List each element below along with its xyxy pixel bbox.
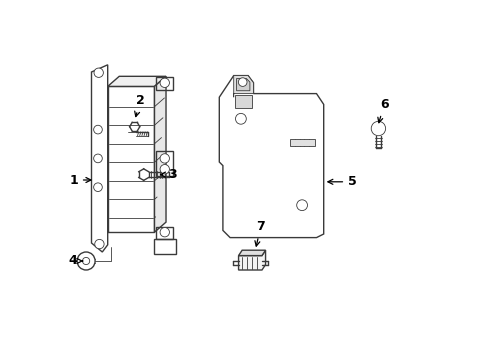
Polygon shape bbox=[238, 250, 265, 256]
Circle shape bbox=[160, 165, 169, 174]
Circle shape bbox=[94, 125, 102, 134]
Text: 3: 3 bbox=[160, 168, 177, 181]
Circle shape bbox=[235, 113, 246, 124]
Polygon shape bbox=[107, 76, 166, 86]
Polygon shape bbox=[235, 95, 252, 108]
Circle shape bbox=[94, 183, 102, 192]
Circle shape bbox=[95, 239, 104, 249]
Text: 2: 2 bbox=[134, 94, 144, 117]
Polygon shape bbox=[289, 139, 314, 146]
Circle shape bbox=[238, 78, 246, 86]
Circle shape bbox=[94, 68, 103, 77]
Polygon shape bbox=[236, 78, 249, 91]
Circle shape bbox=[82, 257, 89, 265]
Text: 6: 6 bbox=[377, 98, 387, 123]
Polygon shape bbox=[238, 250, 265, 270]
Text: 1: 1 bbox=[69, 174, 91, 186]
Text: 7: 7 bbox=[254, 220, 264, 246]
Circle shape bbox=[94, 154, 102, 163]
Circle shape bbox=[370, 121, 385, 136]
Text: 5: 5 bbox=[327, 175, 356, 188]
Circle shape bbox=[160, 154, 169, 163]
Polygon shape bbox=[233, 76, 253, 97]
Text: 4: 4 bbox=[68, 255, 82, 267]
Circle shape bbox=[160, 228, 169, 237]
Circle shape bbox=[77, 252, 95, 270]
Polygon shape bbox=[154, 76, 166, 232]
Polygon shape bbox=[219, 76, 323, 238]
Circle shape bbox=[296, 200, 307, 211]
Circle shape bbox=[160, 78, 169, 87]
